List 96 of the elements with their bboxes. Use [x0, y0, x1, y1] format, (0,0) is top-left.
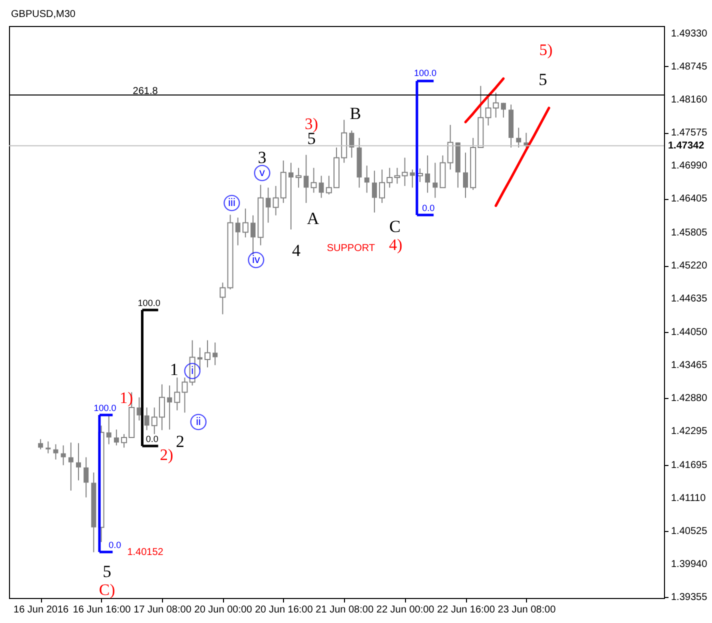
annotation: 261.8	[132, 86, 158, 97]
annotation: 5	[102, 562, 112, 581]
candlestick	[372, 170, 377, 214]
annotation: ii	[196, 416, 201, 428]
candlestick	[410, 169, 415, 188]
annotation: 4)	[389, 237, 402, 254]
chart-title: GBPUSD,M30	[11, 9, 76, 20]
y-tick-label: 1.49330	[671, 28, 708, 40]
annotation: iv	[252, 254, 261, 266]
candlestick	[296, 167, 302, 188]
candlestick	[76, 442, 81, 481]
candlestick	[114, 429, 119, 446]
candlestick	[425, 154, 430, 194]
candlestick	[38, 438, 44, 450]
annotation: 100.0	[414, 68, 437, 78]
candlestick	[212, 342, 218, 366]
y-tick-label: 1.44635	[671, 294, 708, 305]
x-tick-label: 23 Jun 08:00	[498, 604, 556, 616]
annotation: 5	[538, 70, 548, 89]
annotation: B	[350, 104, 362, 123]
candlestick	[204, 340, 210, 368]
x-tick-label: 17 Jun 08:00	[134, 604, 192, 616]
annotation: 100.0	[138, 298, 160, 308]
candlestick	[516, 127, 522, 148]
x-tick-label: 16 Jun 2016	[14, 604, 70, 616]
y-tick-label: 1.41110	[671, 492, 706, 504]
candlestick	[84, 456, 89, 498]
x-tick-label: 20 Jun 16:00	[254, 604, 314, 616]
candlestick	[447, 124, 454, 170]
annotation: 2	[176, 432, 184, 451]
candlestick	[60, 444, 66, 466]
annotation: 100.0	[94, 403, 116, 413]
y-tick-label: 1.46405	[671, 194, 708, 205]
x-tick-label: 22 Jun 00:00	[376, 604, 435, 616]
candlestick	[235, 217, 240, 246]
y-tick-label: 1.42880	[671, 392, 708, 404]
candlestick	[136, 396, 142, 422]
candlestick	[53, 444, 58, 460]
candlestick	[318, 175, 324, 198]
annotation: A	[306, 209, 320, 228]
x-tick-label: 22 Jun 16:00	[437, 604, 496, 616]
y-tick-label: 1.39355	[671, 592, 708, 604]
candlestick	[402, 157, 408, 186]
annotation: C)	[99, 582, 116, 599]
candlestick	[197, 347, 202, 370]
annotation: 0.0	[422, 203, 435, 213]
annotation: iii	[228, 197, 236, 209]
candlestick	[416, 168, 423, 182]
y-tick-label: 1.47575	[671, 128, 708, 139]
candlestick	[220, 282, 226, 315]
annotation: 1	[170, 360, 178, 379]
candlestick	[463, 152, 468, 198]
candlestick	[349, 130, 354, 158]
candlestick	[167, 384, 172, 430]
candlestick	[250, 214, 256, 255]
x-tick-label: 21 Jun 08:00	[316, 604, 374, 616]
x-tick-label: 16 Jun 16:00	[72, 604, 132, 616]
annotation: i	[191, 365, 194, 377]
annotation: 1.40152	[127, 547, 164, 558]
annotation: 3	[258, 148, 266, 167]
candlestick	[144, 407, 150, 431]
candlestick	[500, 102, 506, 118]
y-tick-label: 1.48160	[671, 94, 708, 106]
candlestick	[364, 165, 370, 194]
y-tick-label: 1.48745	[671, 61, 708, 72]
candlestick	[266, 187, 271, 224]
annotation: v	[259, 167, 266, 179]
y-tick-label: 1.45805	[671, 228, 708, 239]
candlestick	[304, 154, 309, 204]
y-tick-label: 1.46990	[671, 160, 708, 172]
ref-line-label: 1.47342	[668, 140, 705, 152]
candlestick	[46, 440, 51, 454]
annotation: 0.0	[108, 540, 122, 550]
y-tick-label: 1.39940	[671, 559, 708, 570]
y-tick-label: 1.41695	[671, 460, 708, 471]
candlestick	[288, 162, 294, 230]
candlestick	[242, 208, 248, 238]
annotation: 4	[292, 241, 302, 260]
y-tick-label: 1.45220	[671, 260, 708, 272]
x-tick-label: 20 Jun 00:00	[194, 604, 253, 616]
annotation: 1)	[120, 390, 133, 407]
y-tick-label: 1.40525	[671, 526, 708, 538]
candlestick	[68, 442, 74, 492]
y-tick-label: 1.42295	[671, 426, 708, 437]
line-series	[494, 106, 550, 207]
candlestick	[310, 167, 317, 194]
annotation: 0.0	[146, 434, 158, 444]
line-series	[464, 77, 505, 124]
annotation: 5)	[539, 42, 553, 59]
y-tick-label: 1.44050	[671, 326, 708, 338]
annotation: C	[389, 217, 401, 236]
y-tick-label: 1.43465	[671, 360, 708, 371]
candlestick	[432, 162, 438, 198]
annotation: 2)	[160, 447, 174, 464]
candlestick	[106, 414, 112, 445]
annotation: SUPPORT	[326, 243, 376, 254]
